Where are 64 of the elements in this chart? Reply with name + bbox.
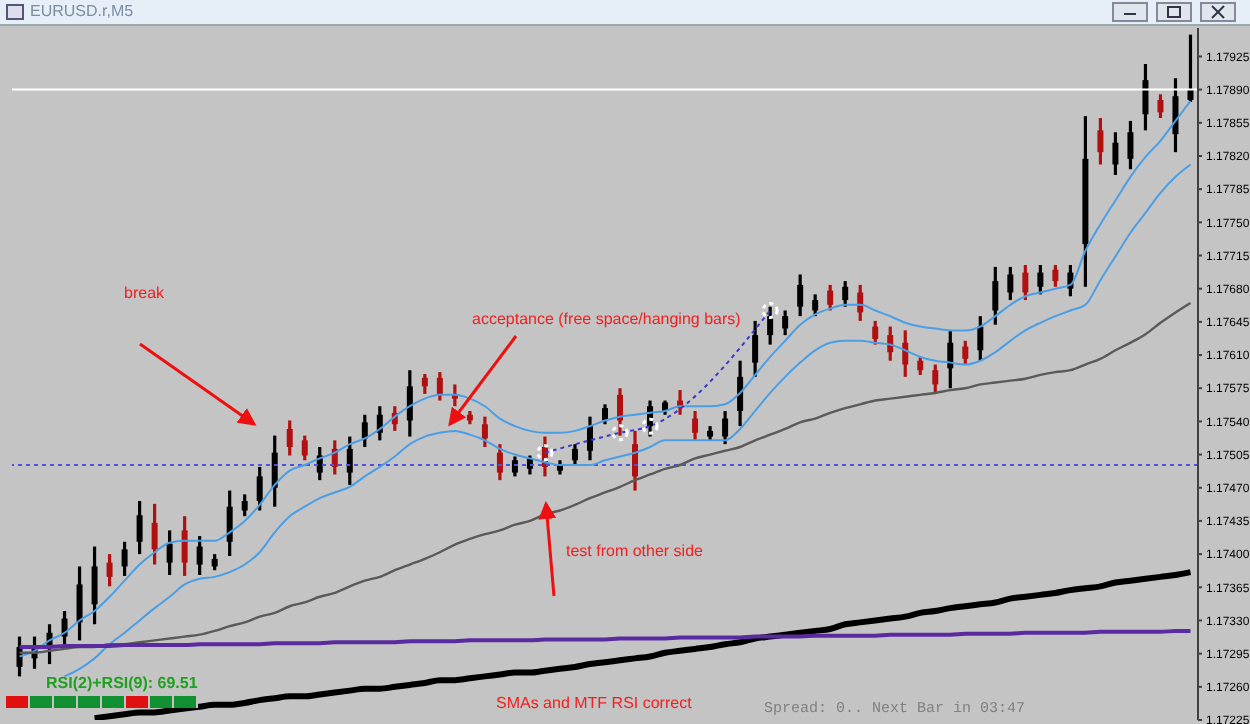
candlestick (1142, 62, 1149, 132)
candlestick (436, 370, 443, 403)
candlestick (136, 499, 143, 556)
annotation: test from other side (566, 542, 703, 560)
candlestick (932, 362, 939, 396)
annotation: acceptance (free space/hanging bars) (472, 310, 741, 328)
point (611, 424, 629, 442)
line-series (63, 163, 1192, 678)
candlestick (421, 372, 428, 396)
candlestick (1097, 116, 1104, 167)
candlestick (752, 319, 759, 379)
candlestick (196, 534, 203, 577)
candlestick (1127, 119, 1134, 171)
candlestick (992, 265, 999, 327)
candlestick (181, 514, 188, 578)
candlestick (722, 409, 729, 446)
candlestick (812, 292, 819, 318)
candlestick (1172, 76, 1179, 154)
candlestick (1157, 92, 1164, 120)
candlestick (151, 502, 158, 567)
candlestick (902, 328, 909, 379)
candlestick (962, 339, 969, 367)
candlestick (797, 272, 804, 318)
candlestick (91, 544, 98, 626)
candlestick (601, 402, 608, 426)
candlestick (106, 552, 113, 588)
candlestick (301, 434, 308, 462)
annotation: SMAs and MTF RSI correct (496, 694, 692, 712)
candlestick (586, 415, 593, 462)
candlestick (406, 368, 413, 439)
candlestick (1112, 130, 1119, 177)
candlestick (1052, 263, 1059, 289)
annotation: break (124, 284, 165, 302)
candlestick (256, 465, 263, 513)
candlestick (782, 308, 789, 337)
annotation: RSI(2)+RSI(9): 69.51 (46, 674, 198, 692)
point (761, 301, 779, 319)
candlestick (692, 409, 699, 442)
chart-title: EURUSD.r,M5 (30, 0, 134, 24)
candlestick (917, 355, 924, 377)
candlestick (571, 442, 578, 466)
candlestick (827, 283, 834, 313)
candlestick (872, 319, 879, 347)
candlestick (76, 564, 83, 642)
candlestick (977, 314, 984, 363)
candlestick (947, 328, 954, 390)
candlestick (617, 386, 624, 438)
candlestick (481, 415, 488, 449)
candlestick (166, 528, 173, 577)
candlestick (842, 279, 849, 309)
candlestick (496, 442, 503, 482)
candlestick (1007, 265, 1014, 302)
candlestick (121, 540, 128, 578)
candlestick (1022, 263, 1029, 302)
candlestick (857, 283, 864, 323)
candlestick (241, 492, 248, 518)
candlestick (737, 359, 744, 428)
point (536, 444, 554, 462)
candlestick (346, 434, 353, 487)
candlestick (286, 418, 293, 458)
point (641, 417, 659, 435)
candlestick (361, 413, 368, 449)
candlestick (226, 489, 233, 558)
candlestick (1037, 263, 1044, 296)
